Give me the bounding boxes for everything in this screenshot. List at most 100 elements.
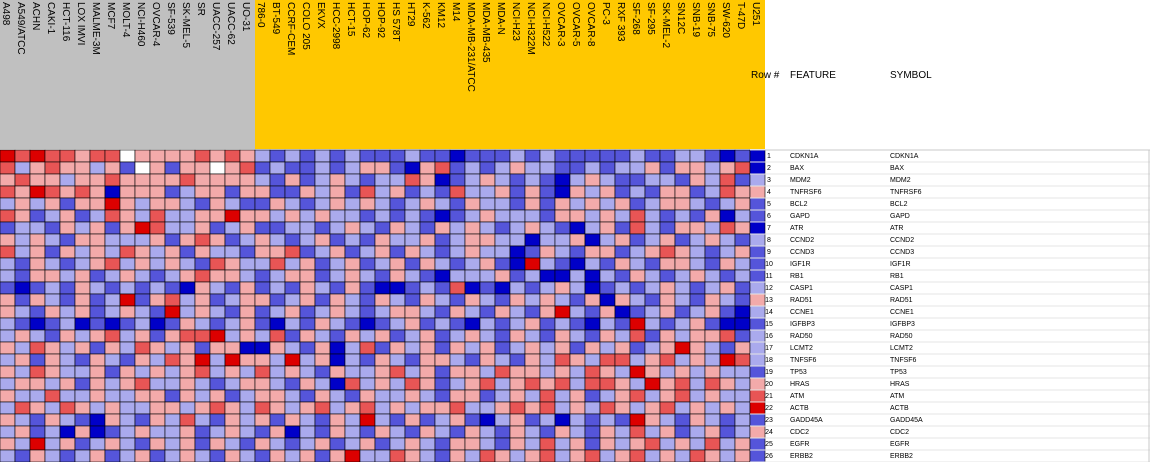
heatmap-cell [224, 401, 241, 415]
heatmap-cell [194, 185, 211, 199]
row-number: 18 [765, 357, 773, 364]
heatmap-cell [239, 185, 256, 199]
heatmap-cell [734, 449, 751, 462]
heatmap-cell [404, 257, 421, 271]
heatmap-cell [74, 389, 91, 403]
heatmap-cell [29, 317, 46, 331]
heatmap-cell [344, 185, 361, 199]
heatmap-cell [389, 413, 406, 427]
heatmap-cell [629, 149, 646, 163]
heatmap-cell [419, 317, 436, 331]
heatmap-cell [479, 317, 496, 331]
heatmap-cell [584, 425, 601, 439]
heatmap-cell [44, 401, 61, 415]
heatmap-cell [449, 317, 466, 331]
heatmap-cell [314, 449, 331, 462]
heatmap-cell [539, 269, 556, 283]
heatmap-cell [584, 437, 601, 451]
heatmap-cell [329, 233, 346, 247]
heatmap-cell [374, 185, 391, 199]
heatmap-cell [14, 245, 31, 259]
heatmap-cell [689, 257, 706, 271]
heatmap-cell [719, 185, 736, 199]
heatmap-cell [194, 401, 211, 415]
heatmap-cell [179, 197, 196, 211]
row-feature: ATM [790, 393, 804, 400]
heatmap-cell [449, 281, 466, 295]
heatmap-cell [299, 161, 316, 175]
heatmap-cell [404, 281, 421, 295]
heatmap-cell [194, 269, 211, 283]
heatmap-cell [29, 281, 46, 295]
heatmap-cell [524, 317, 541, 331]
heatmap-cell [299, 149, 316, 163]
heatmap-cell [269, 149, 286, 163]
heatmap-cell [434, 413, 451, 427]
heatmap-cell [284, 149, 301, 163]
heatmap-cell [524, 341, 541, 355]
heatmap-cell [44, 161, 61, 175]
row-symbol: LCMT2 [890, 345, 913, 352]
heatmap-cell [464, 449, 481, 462]
heatmap-cell [389, 233, 406, 247]
heatmap-cell [554, 245, 571, 259]
heatmap-cell [209, 209, 226, 223]
heatmap-cell [659, 173, 676, 187]
heatmap-cell [179, 281, 196, 295]
heatmap-cell [74, 149, 91, 163]
heatmap-cell [539, 209, 556, 223]
heatmap-cell [659, 269, 676, 283]
heatmap-cell [479, 149, 496, 163]
heatmap-cell [0, 449, 16, 462]
heatmap-cell [194, 161, 211, 175]
heatmap-cell [374, 353, 391, 367]
heatmap-cell [164, 401, 181, 415]
heatmap-cell [644, 425, 661, 439]
heatmap-cell [29, 341, 46, 355]
column-label: M14 [450, 2, 461, 22]
heatmap-cell [404, 233, 421, 247]
heatmap-cell [569, 269, 586, 283]
heatmap-cell [209, 281, 226, 295]
heatmap-cell [629, 257, 646, 271]
heatmap-cell [464, 173, 481, 187]
row-symbol: BCL2 [890, 201, 908, 208]
heatmap-cell [629, 305, 646, 319]
feature-header: FEATURE [790, 70, 836, 81]
row-feature: GAPD [790, 213, 810, 220]
row-feature: GADD45A [790, 417, 823, 424]
heatmap-cell [299, 401, 316, 415]
heatmap-cell [689, 449, 706, 462]
heatmap-cell [344, 233, 361, 247]
row-symbol: RAD51 [890, 297, 913, 304]
heatmap-cell [644, 401, 661, 415]
column-label: SN12C [675, 2, 686, 34]
heatmap-cell [494, 305, 511, 319]
heatmap-cell [284, 281, 301, 295]
heatmap-cell [464, 269, 481, 283]
heatmap-cell [704, 269, 721, 283]
class-band-cell [420, 0, 435, 149]
heatmap-cell [719, 353, 736, 367]
heatmap-cell [434, 329, 451, 343]
column-label: MDA-MB-435 [480, 2, 491, 63]
heatmap-cell [89, 317, 106, 331]
heatmap-cell [224, 197, 241, 211]
heatmap-cell [149, 293, 166, 307]
heatmap-cell [119, 329, 136, 343]
heatmap-cell [344, 389, 361, 403]
heatmap-cell [254, 209, 271, 223]
heatmap-cell [149, 353, 166, 367]
heatmap-cell [44, 257, 61, 271]
heatmap-cell [74, 209, 91, 223]
heatmap-cell [599, 245, 616, 259]
heatmap-cell [749, 173, 766, 187]
heatmap-cell [524, 425, 541, 439]
heatmap-cell [254, 449, 271, 462]
heatmap-cell [374, 449, 391, 462]
class-band-cell [285, 0, 300, 149]
heatmap-cell [149, 173, 166, 187]
heatmap-cell [74, 281, 91, 295]
heatmap-cell [449, 293, 466, 307]
heatmap-cell [359, 377, 376, 391]
